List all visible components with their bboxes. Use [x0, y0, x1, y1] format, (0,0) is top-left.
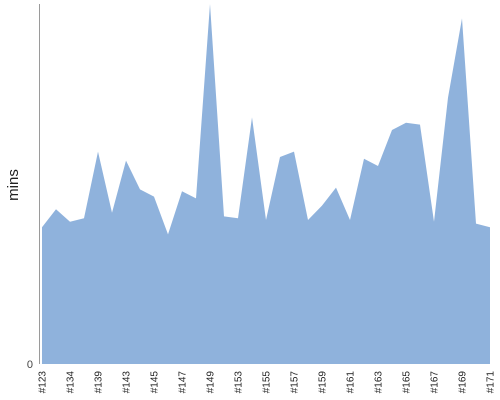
y-tick-label: 0 — [27, 359, 33, 371]
y-axis-title: mins — [5, 169, 22, 201]
x-tick-label: #165 — [402, 371, 413, 394]
x-tick-label: #163 — [374, 371, 385, 394]
x-tick-label: #147 — [178, 371, 189, 394]
area-layer — [42, 4, 490, 364]
x-tick-label: #157 — [290, 371, 301, 394]
x-tick-label: #167 — [430, 371, 441, 394]
series-area — [42, 4, 490, 364]
x-tick-label: #155 — [262, 371, 273, 394]
x-tick-labels: #123 #134 #139 #143 #145 #147 #149 #153 #155 #157… — [38, 371, 497, 394]
x-tick-label: #171 — [486, 371, 497, 394]
x-tick-label: #145 — [150, 371, 161, 394]
x-tick-label: #153 — [234, 371, 245, 394]
x-tick-label: #134 — [66, 371, 77, 394]
x-tick-label: #139 — [94, 371, 105, 394]
x-tick-label: #123 — [38, 371, 49, 394]
x-tick-label: #159 — [318, 371, 329, 394]
x-tick-label: #169 — [458, 371, 469, 394]
x-tick-label: #149 — [206, 371, 217, 394]
x-tick-label: #161 — [346, 371, 357, 394]
x-tick-label: #143 — [122, 371, 133, 394]
